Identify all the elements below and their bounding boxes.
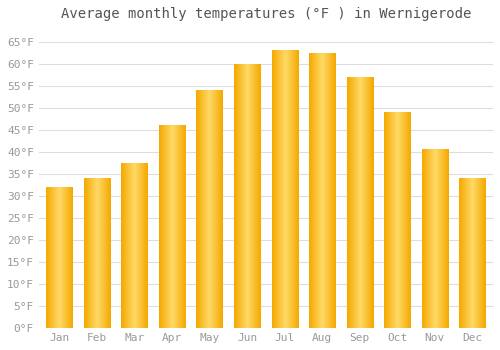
Title: Average monthly temperatures (°F ) in Wernigerode: Average monthly temperatures (°F ) in We… [60,7,471,21]
